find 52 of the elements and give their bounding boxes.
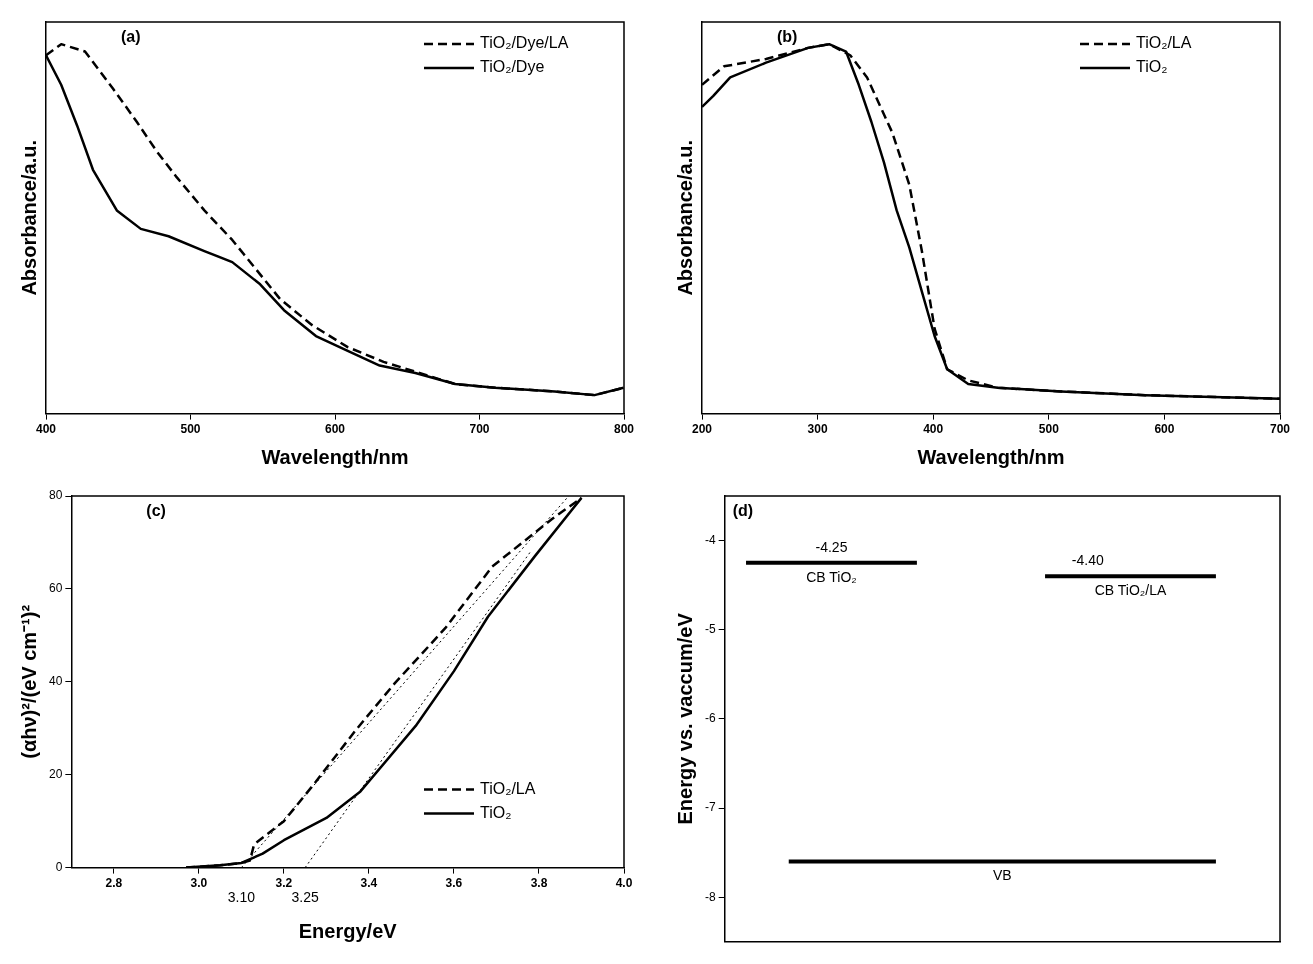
- x-tick-label: 2.8: [105, 876, 123, 891]
- y-tick-label: 40: [48, 674, 63, 689]
- legend-label: TiO₂/Dye: [480, 58, 545, 76]
- y-tick-label: 20: [48, 767, 63, 782]
- y-tick-label: -8: [705, 889, 716, 904]
- y-axis-title: (αhν)²/(eV cm⁻¹)²: [17, 604, 40, 759]
- x-tick-label: 600: [324, 422, 346, 437]
- legend-label: TiO₂/LA: [1136, 34, 1192, 52]
- x-tick-label: 3.8: [530, 876, 548, 891]
- y-tick-label: -6: [705, 711, 716, 726]
- series-label: VB: [992, 867, 1012, 884]
- y-axis-title: Energy vs. vaccum/eV: [673, 612, 696, 825]
- y-tick-label: -7: [705, 800, 716, 815]
- y-axis-title: Absorbance/a.u.: [17, 140, 40, 296]
- x-tick-label: 200: [691, 422, 713, 437]
- annotation: (b): [777, 28, 798, 46]
- x-tick-label: 500: [180, 422, 201, 437]
- y-axis-title: Absorbance/a.u.: [673, 140, 696, 296]
- x-tick-label: 700: [1269, 422, 1291, 437]
- annotation: (d): [732, 502, 754, 520]
- legend-label: TiO₂/Dye/LA: [480, 34, 569, 52]
- x-tick-label: 600: [1154, 422, 1175, 437]
- x-tick-label: 3.4: [360, 876, 378, 891]
- x-tick-label: 400: [923, 422, 944, 437]
- series-label: CB TiO₂/LA: [1094, 582, 1167, 599]
- y-tick-label: -4: [705, 532, 716, 547]
- data-label: -4.25: [815, 538, 848, 555]
- legend-label: TiO₂: [1136, 58, 1168, 76]
- y-tick-label: -5: [705, 622, 716, 637]
- annotation: (a): [121, 28, 141, 46]
- data-label: -4.40: [1071, 552, 1104, 569]
- x-tick-label: 700: [469, 422, 490, 437]
- x-tick-label: 400: [35, 422, 57, 437]
- x-tick-label: 3.0: [190, 876, 208, 891]
- y-tick-label: 0: [55, 859, 63, 874]
- x-tick-label: 3.6: [445, 876, 463, 891]
- annotation: (c): [146, 502, 166, 520]
- x-tick-label: 800: [613, 422, 635, 437]
- x-tick-label: 500: [1038, 422, 1060, 437]
- series-label: CB TiO₂: [806, 568, 857, 585]
- x-axis-title: Wavelength/nm: [261, 445, 409, 468]
- x-tick-label: 3.2: [275, 876, 293, 891]
- annotation: 3.10: [227, 889, 256, 906]
- legend-label: TiO₂: [480, 804, 512, 822]
- x-axis-title: Energy/eV: [298, 919, 398, 942]
- y-tick-label: 60: [48, 581, 63, 596]
- x-axis-title: Wavelength/nm: [917, 445, 1065, 468]
- annotation: 3.25: [291, 889, 319, 906]
- x-tick-label: 300: [807, 422, 828, 437]
- x-tick-label: 4.0: [615, 876, 633, 891]
- y-tick-label: 80: [48, 488, 63, 503]
- legend-label: TiO₂/LA: [480, 780, 536, 798]
